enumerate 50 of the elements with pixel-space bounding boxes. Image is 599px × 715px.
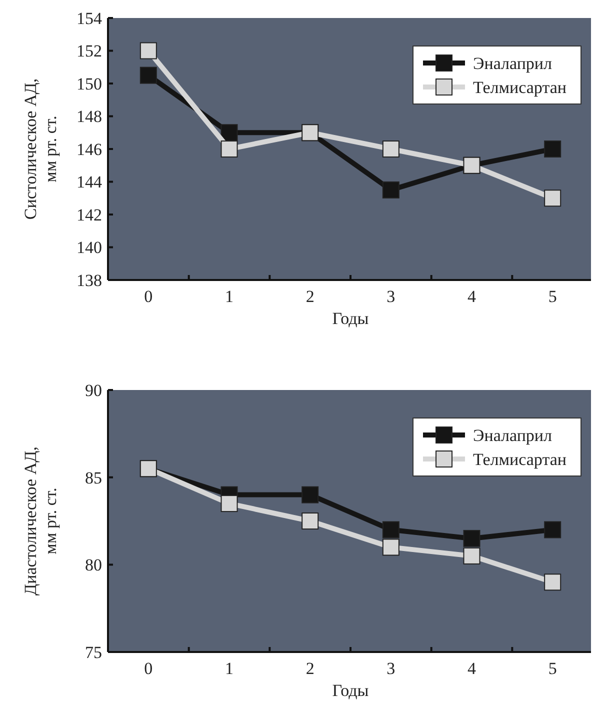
x-tick-label: 0 [144,659,153,678]
point [382,521,400,538]
point [544,521,562,538]
point [302,486,319,504]
point [382,538,400,556]
point [302,512,319,530]
point [463,547,480,564]
legend-label: Эналаприл [473,426,553,445]
x-tick-label: 4 [468,287,476,306]
point [220,495,238,512]
point [382,140,400,158]
x-axis-title: Годы [332,681,370,700]
y-tick-label: 142 [76,205,102,224]
x-axis-title: Годы [332,309,370,328]
x-tick-label: 1 [225,287,234,306]
y-tick-label: 75 [85,642,102,662]
y-tick-label: 90 [85,380,102,400]
x-tick-label: 0 [144,287,153,306]
point [140,42,157,60]
y-tick-label: 154 [76,8,102,28]
y-tick-label: 144 [76,172,102,192]
legend-label: Эналаприл [473,54,553,73]
x-tick-label: 2 [306,287,314,306]
y-axis-title: Диастолическое АД, мм рт. ст. [21,446,60,596]
x-tick-label: 4 [468,659,476,678]
x-tick-label: 3 [386,659,396,678]
point [382,181,400,198]
point [463,530,480,547]
y-tick-label: 146 [76,140,102,159]
x-tick-label: 1 [225,659,234,678]
y-tick-label: 152 [76,42,102,61]
legend-label: Телмисартан [473,78,566,97]
point [544,574,562,591]
y-tick-label: 85 [85,468,102,488]
point [140,66,157,84]
point [220,124,238,142]
y-tick-label: 140 [76,238,102,258]
y-axis-title: Систолическое АД, мм рт. ст. [21,78,60,220]
x-tick-label: 5 [548,287,557,306]
y-tick-label: 80 [85,556,102,575]
legend-label: Телмисартан [473,450,566,469]
x-tick-label: 5 [548,659,557,678]
y-tick-label: 138 [76,270,102,290]
y-tick-label: 150 [76,74,102,94]
point [220,140,238,158]
point [544,190,562,207]
x-tick-label: 2 [306,659,314,678]
x-tick-label: 3 [386,287,396,306]
y-tick-label: 148 [76,107,102,126]
point [544,140,562,158]
